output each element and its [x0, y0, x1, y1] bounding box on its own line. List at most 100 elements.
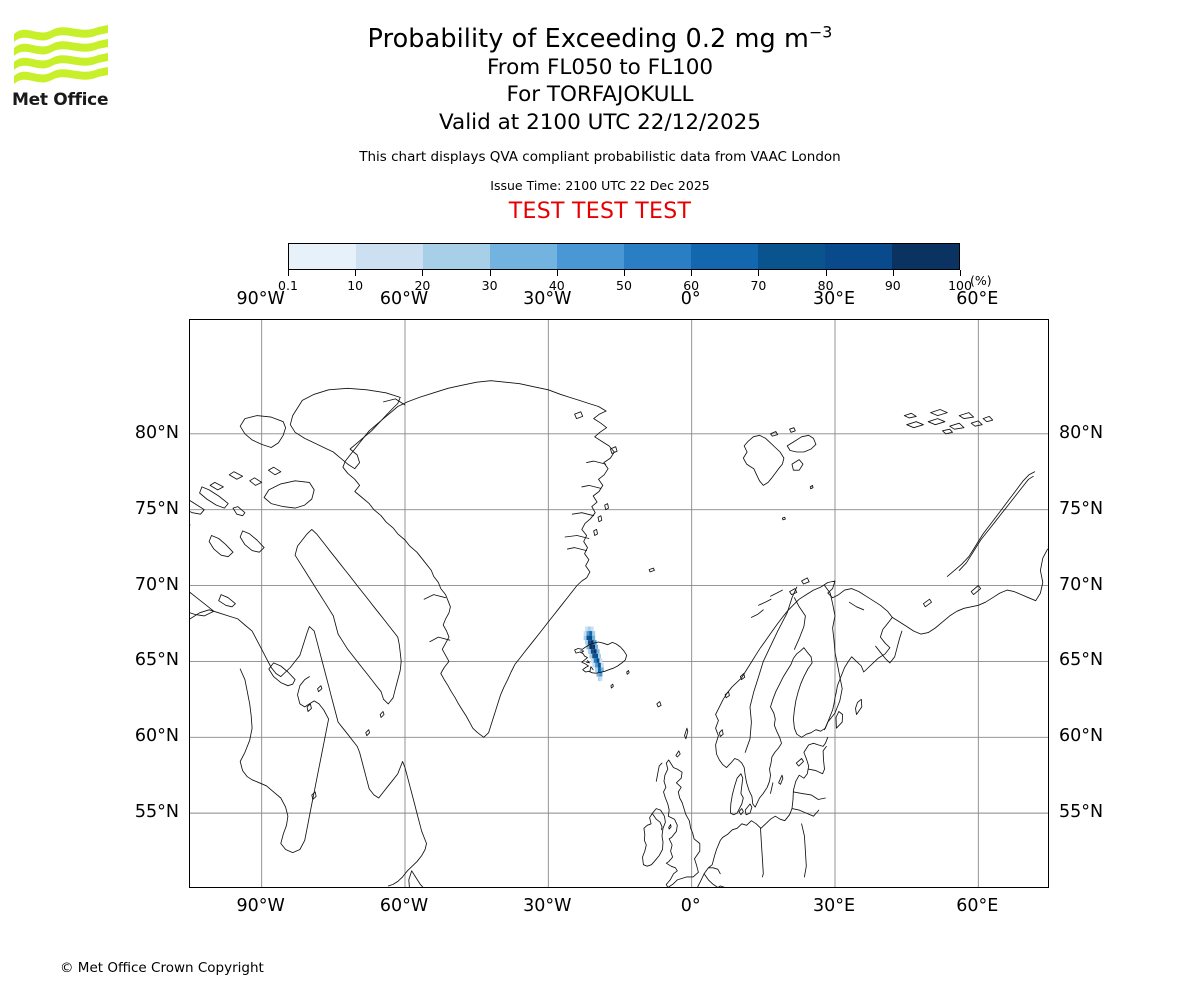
coastline-hudson-bay-w	[239, 668, 330, 854]
coastline-border-fi-ru	[824, 585, 843, 731]
colorbar-band-0	[289, 244, 356, 269]
coastline-kolguyev	[922, 598, 932, 608]
lat-label-right: 60°N	[1059, 726, 1104, 747]
coastline-onega	[855, 698, 863, 715]
lon-label-bottom: 60°W	[379, 896, 429, 916]
issue-time-label: Issue Time: 2100 UTC 22 Dec 2025	[490, 178, 710, 194]
coastline-great-britain	[663, 759, 701, 887]
coastline-gl-isl2	[597, 515, 603, 523]
coastline-lofoten2	[758, 598, 772, 606]
coastline-small-isl-atl1	[626, 670, 630, 675]
colorbar-band-9	[892, 244, 959, 269]
coastline-fjl8	[942, 428, 953, 435]
plume-cell	[592, 644, 596, 650]
coastline-lofoten1	[750, 609, 764, 618]
map-frame	[189, 319, 1049, 888]
plume-cell	[589, 635, 593, 641]
coastline-resolution-isl	[379, 711, 385, 718]
coastline-svalbard-edge	[791, 459, 804, 471]
lon-label-top: 30°W	[523, 289, 572, 309]
coastline-gl-fjord3	[571, 512, 595, 517]
coastline-border-uk-ie	[652, 813, 663, 831]
plume-cell	[583, 631, 587, 636]
coastline-akpatok	[365, 729, 371, 737]
colorbar-band-6	[691, 244, 758, 269]
plume-cell	[596, 649, 600, 654]
coastline-gl-fjord2	[564, 535, 590, 539]
lat-label-left: 80°N	[134, 422, 179, 443]
coastline-fjl1	[906, 421, 924, 429]
colorbar-tick-label: 20	[414, 278, 431, 293]
coastline-europe-nw-coast	[697, 836, 724, 887]
coastline-gl-fjord5	[586, 460, 607, 465]
coastline-gl-isl1	[593, 528, 598, 536]
colorbar-tick-label: 60	[683, 278, 700, 293]
coastline-border-est-ru	[822, 745, 827, 770]
coastline-bathurst-island	[199, 486, 229, 509]
coastline-orkney	[675, 750, 681, 758]
colorbar-tick	[489, 270, 491, 276]
coastline-nottingham	[317, 685, 323, 693]
copyright-footer: © Met Office Crown Copyright	[60, 960, 264, 976]
plume-cell	[596, 672, 600, 677]
coastline-vaygach	[970, 585, 982, 596]
coastline-iceland-inland	[589, 666, 594, 672]
plume-cell	[595, 653, 599, 659]
lon-label-bottom: 30°W	[523, 896, 572, 916]
plume-cell	[592, 631, 596, 636]
colorbar-band-1	[356, 244, 423, 269]
coastline-iceland-fjords-nw	[580, 650, 585, 654]
plume-cell	[596, 658, 600, 663]
plume-cell	[600, 662, 604, 668]
coastline-novaya-zemlya-n	[958, 475, 1034, 571]
coastline-gl-isl5	[574, 411, 584, 420]
lon-label-top: 0°	[680, 289, 701, 309]
plume-cell	[590, 640, 594, 645]
page-title: Probability of Exceeding 0.2 mg m−3	[0, 24, 1200, 54]
coastline-border-de-s	[719, 885, 725, 887]
coastline-border-pl-e	[801, 823, 807, 878]
coastline-russia-north	[891, 548, 1048, 635]
plume-cell	[589, 653, 593, 659]
coastline-border-pl-de	[760, 827, 764, 878]
lon-label-top: 30°E	[812, 289, 856, 309]
coastline-newfoundland	[408, 870, 424, 887]
lat-label-left: 70°N	[134, 574, 179, 595]
lat-label-right: 75°N	[1059, 498, 1104, 519]
coastline-border-balt1	[791, 808, 820, 817]
probability-colorbar: 0.1 10 20 30 40 50 60 70 80 90 100 (%)	[278, 243, 992, 296]
coastline-border-balt3	[807, 768, 825, 775]
chart-header: Probability of Exceeding 0.2 mg m−3 From…	[0, 0, 1200, 224]
plume-cell	[599, 672, 603, 677]
colorbar-tick-label: 0.1	[278, 278, 298, 293]
coastline-hopen	[809, 484, 814, 490]
coastline-cornwallis	[232, 506, 246, 517]
coastline-denmark-jutland	[729, 773, 744, 816]
coastline-nor-isl5	[801, 577, 810, 585]
met-office-logo-text: Met Office	[12, 90, 109, 110]
coastline-denmark-funen	[738, 808, 744, 816]
plume-cell	[595, 644, 599, 650]
coastline-iceland-fjords-w	[586, 660, 590, 664]
plume-cell	[595, 662, 599, 668]
plume-cell	[597, 653, 601, 659]
plume-cell	[583, 635, 587, 641]
met-office-logo: Met Office	[12, 22, 122, 110]
lon-label-top: 60°W	[379, 289, 429, 309]
coastline-baffin-island	[294, 528, 402, 705]
disclaimer-text: This chart displays QVA compliant probab…	[359, 149, 841, 166]
plume-cell	[589, 631, 593, 636]
lat-label-left: 60°N	[134, 726, 179, 747]
coastline-novaya-zemlya-s	[946, 471, 1036, 577]
coastline-gl-isl3	[604, 503, 609, 511]
lon-label-bottom: 0°	[680, 896, 701, 916]
colorbar-tick	[556, 270, 558, 276]
page-title-text: Probability of Exceeding 0.2 mg m	[367, 24, 809, 54]
lat-label-right: 55°N	[1059, 802, 1104, 823]
plume-cell	[586, 631, 590, 636]
colorbar-band-2	[423, 244, 490, 269]
colorbar-tick	[355, 270, 357, 276]
plume-cell	[589, 644, 593, 650]
coastline-ladoga	[835, 711, 844, 729]
coastline-border-balt2	[792, 791, 826, 800]
